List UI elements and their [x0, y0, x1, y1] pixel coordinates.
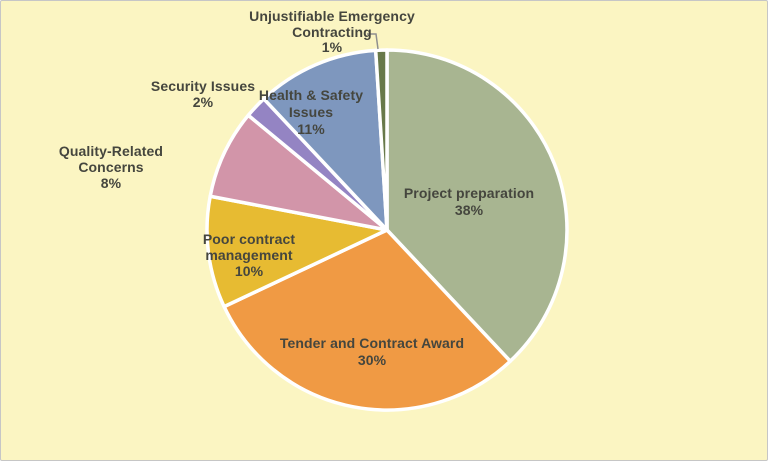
slice-label-text: Security Issues [150, 78, 256, 94]
slice-label-unjustifiable-emergency-contracting: Unjustifiable Emergency Contracting 1% [227, 8, 437, 56]
slice-label-quality-related-concerns: Quality-Related Concerns 8% [36, 143, 186, 191]
slice-label-poor-contract-management: Poor contract management 10% [189, 231, 309, 279]
leader-line [367, 33, 379, 50]
slice-label-tender-and-contract-award: Tender and Contract Award 30% [252, 335, 492, 369]
pie-slice-3 [208, 113, 389, 232]
slice-label-text: Tender and Contract Award [279, 335, 465, 351]
slice-pct-text: 11% [297, 121, 325, 137]
slice-pct-text: 10% [234, 263, 264, 279]
slice-label-project-preparation: Project preparation 38% [369, 185, 569, 219]
slice-pct-text: 1% [321, 39, 343, 55]
slice-pct-text: 2% [192, 94, 214, 110]
slice-pct-text: 30% [357, 352, 387, 368]
slice-pct-text: 38% [454, 202, 484, 218]
pie-slices [205, 48, 569, 412]
slice-pct-text: 8% [100, 175, 122, 191]
pie-slice-6 [373, 48, 389, 232]
pie-slice-0 [385, 48, 569, 363]
slice-label-text: Project preparation [403, 185, 535, 201]
pie-slice-1 [222, 228, 512, 412]
slice-label-text: Quality-Related Concerns [58, 143, 164, 175]
slice-label-security-issues: Security Issues 2% [123, 78, 283, 110]
pie-slice-5 [262, 48, 389, 232]
pie-slice-2 [205, 194, 389, 309]
slice-label-health-safety-issues: Health & Safety Issues 11% [246, 87, 376, 138]
slice-label-text: Health & Safety Issues [258, 87, 364, 120]
slice-label-text: Unjustifiable Emergency Contracting [249, 8, 415, 40]
slice-label-text: Poor contract management [202, 231, 296, 263]
